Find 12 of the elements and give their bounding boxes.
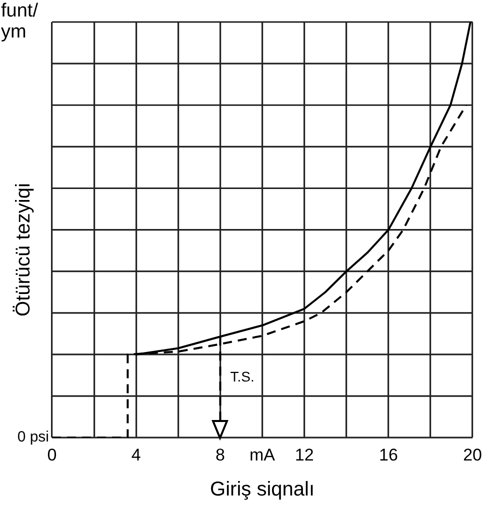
x-tick-label: 8 — [215, 445, 225, 464]
x-tick-label: 0 — [47, 445, 57, 464]
x-tick-label: 4 — [131, 445, 141, 464]
x-tick-label: mA — [250, 445, 276, 464]
y-axis-title: Ötürücü tezyiqi — [12, 183, 35, 316]
x-tick-label: 20 — [463, 445, 482, 464]
text: 0 psi — [17, 428, 49, 446]
x-tick-label: 12 — [294, 445, 314, 464]
x-tick-label: 16 — [378, 445, 398, 464]
ref-line-label: T.S. — [230, 368, 254, 384]
text: funt/ym — [1, 0, 39, 43]
x-axis-title: Giriş siqnalı — [210, 478, 315, 501]
